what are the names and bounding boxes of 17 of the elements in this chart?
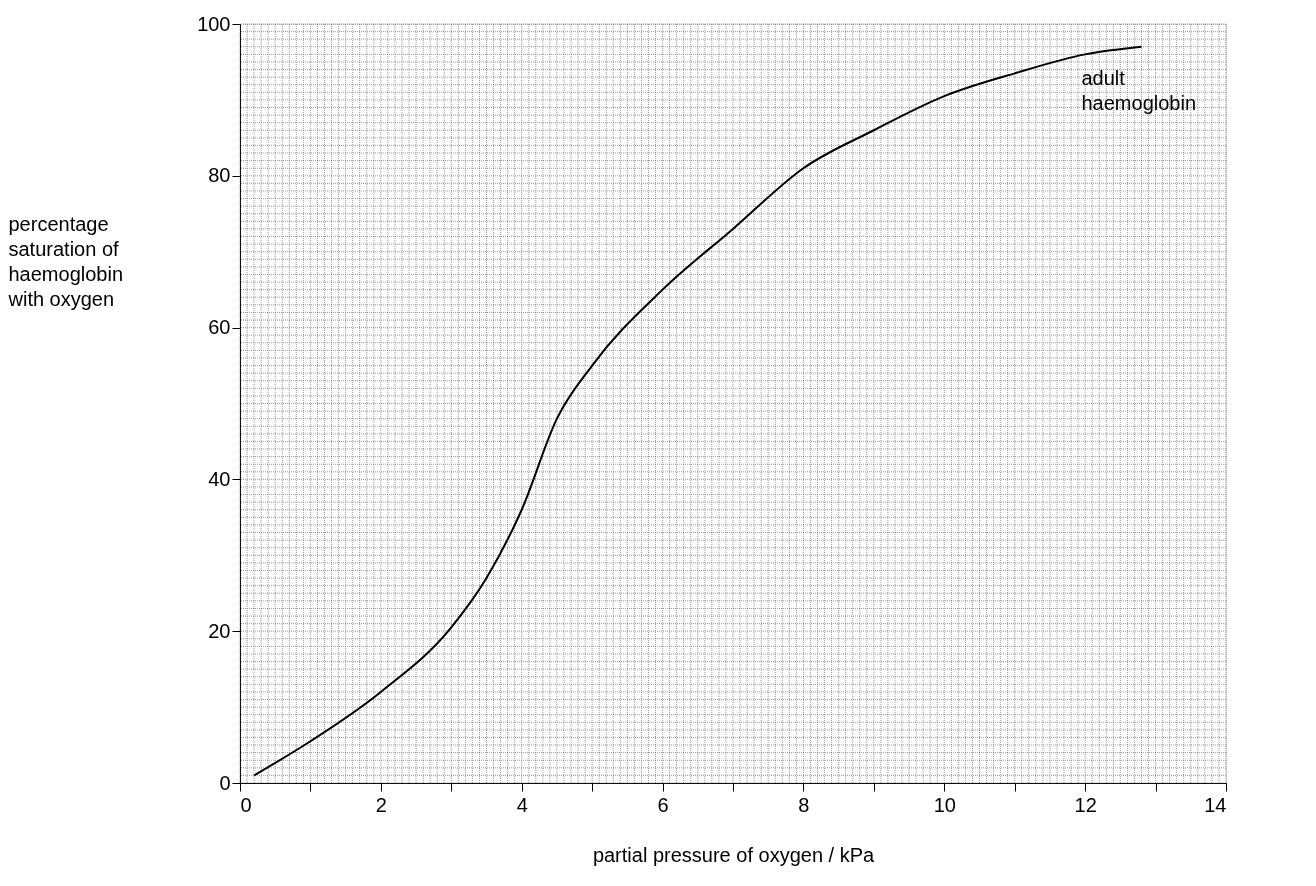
x-tick-label: 4 [516, 793, 528, 816]
y-tick-label: 60 [208, 316, 231, 339]
y-axis-title: percentage saturation of haemoglobin with oxygen [7, 212, 124, 310]
x-axis-title: partial pressure of oxygen / kPa [592, 843, 875, 866]
y-tick-label: 0 [219, 771, 231, 794]
x-tick-label: 10 [933, 793, 956, 816]
x-tick-label: 14 [1204, 793, 1227, 816]
y-tick-label: 20 [208, 619, 231, 642]
x-tick-label: 8 [798, 793, 810, 816]
y-tick-label: 40 [208, 467, 231, 490]
x-tick-label: 2 [375, 793, 387, 816]
x-tick-label: 0 [240, 793, 252, 816]
x-tick-label: 6 [657, 793, 669, 816]
series-label: adult haemoglobin [1081, 66, 1197, 114]
x-tick-label: 12 [1074, 793, 1097, 816]
y-tick-label: 80 [208, 164, 231, 187]
y-tick-label: 100 [197, 12, 231, 35]
